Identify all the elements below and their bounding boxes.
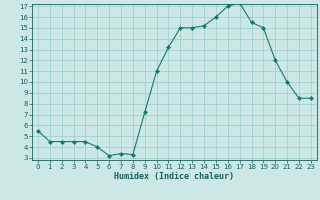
X-axis label: Humidex (Indice chaleur): Humidex (Indice chaleur)	[115, 172, 234, 181]
